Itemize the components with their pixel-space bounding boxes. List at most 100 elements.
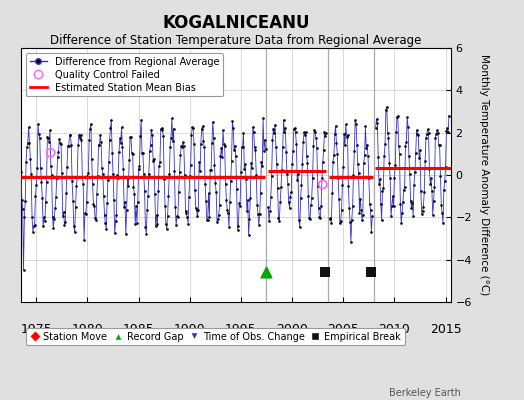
Point	[92, 217, 100, 223]
Point	[185, 194, 193, 200]
Point	[112, 218, 120, 224]
Point	[327, 220, 335, 226]
Point	[296, 224, 304, 230]
Point	[420, 188, 429, 195]
Point	[178, 144, 186, 150]
Point	[48, 214, 57, 221]
Point	[269, 126, 278, 132]
Point	[322, 130, 331, 136]
Point	[63, 164, 71, 170]
Point	[128, 150, 136, 156]
Point	[395, 150, 403, 157]
Text: 1990: 1990	[174, 323, 205, 336]
Point	[70, 222, 78, 229]
Point	[132, 203, 140, 210]
Point	[176, 152, 184, 158]
Point	[268, 137, 277, 143]
Text: 1985: 1985	[123, 323, 155, 336]
Point	[328, 190, 336, 197]
Point	[21, 198, 29, 204]
Point	[221, 181, 230, 187]
Point	[187, 132, 195, 138]
Point	[439, 220, 447, 226]
Point	[148, 132, 157, 138]
Point	[112, 211, 121, 218]
Point	[123, 206, 131, 213]
Point	[168, 115, 176, 122]
Point	[189, 125, 198, 131]
Point	[71, 204, 80, 210]
Point	[277, 184, 285, 190]
Point	[144, 193, 152, 199]
Point	[80, 237, 88, 243]
Point	[390, 175, 399, 182]
Point	[218, 154, 226, 161]
Point	[100, 193, 108, 200]
Point	[77, 132, 85, 138]
Point	[157, 125, 166, 132]
Point	[430, 183, 439, 190]
Point	[282, 148, 290, 155]
Point	[94, 142, 103, 148]
Point	[234, 222, 243, 229]
Point	[146, 148, 154, 154]
Point	[431, 135, 440, 141]
Point	[368, 213, 376, 220]
Point	[247, 160, 255, 166]
Point	[18, 197, 26, 203]
Point	[267, 194, 275, 200]
Point	[286, 194, 294, 200]
Point	[251, 147, 259, 153]
Point	[384, 134, 392, 141]
Point	[56, 139, 64, 146]
Point	[118, 144, 127, 150]
Point	[59, 209, 68, 215]
Point	[340, 130, 348, 137]
Point	[412, 127, 421, 134]
Point	[343, 134, 351, 140]
Point	[298, 161, 307, 168]
Point	[314, 204, 323, 211]
Point	[177, 143, 185, 150]
Point	[123, 175, 132, 181]
Point	[249, 129, 258, 135]
Point	[184, 220, 192, 227]
Point	[242, 176, 250, 182]
Point	[49, 224, 58, 231]
Point	[397, 220, 406, 226]
Point	[78, 136, 86, 143]
Point	[405, 152, 413, 159]
Point	[393, 114, 401, 120]
Text: 2010: 2010	[378, 323, 410, 336]
Point	[236, 202, 244, 209]
Point	[320, 129, 329, 136]
Point	[38, 194, 47, 201]
Point	[418, 210, 426, 217]
Point	[96, 132, 104, 138]
Point	[214, 212, 223, 218]
Point	[126, 134, 134, 140]
Point	[84, 170, 93, 176]
Point	[294, 171, 302, 178]
Point	[421, 158, 429, 164]
Point	[93, 191, 101, 197]
Point	[434, 130, 442, 136]
Point	[81, 210, 89, 216]
Point	[230, 147, 238, 153]
Point	[74, 142, 82, 148]
Point	[213, 219, 221, 225]
Point	[88, 156, 96, 162]
Point	[47, 150, 55, 156]
Point	[418, 207, 427, 214]
Point	[305, 215, 313, 221]
Point	[249, 124, 257, 130]
Point	[202, 198, 210, 204]
Point	[348, 202, 357, 209]
Point	[240, 166, 248, 172]
Point	[343, 132, 352, 138]
Point	[325, 216, 334, 222]
Point	[103, 200, 111, 206]
Point	[25, 139, 34, 146]
Point	[441, 164, 450, 170]
Point	[169, 125, 178, 132]
